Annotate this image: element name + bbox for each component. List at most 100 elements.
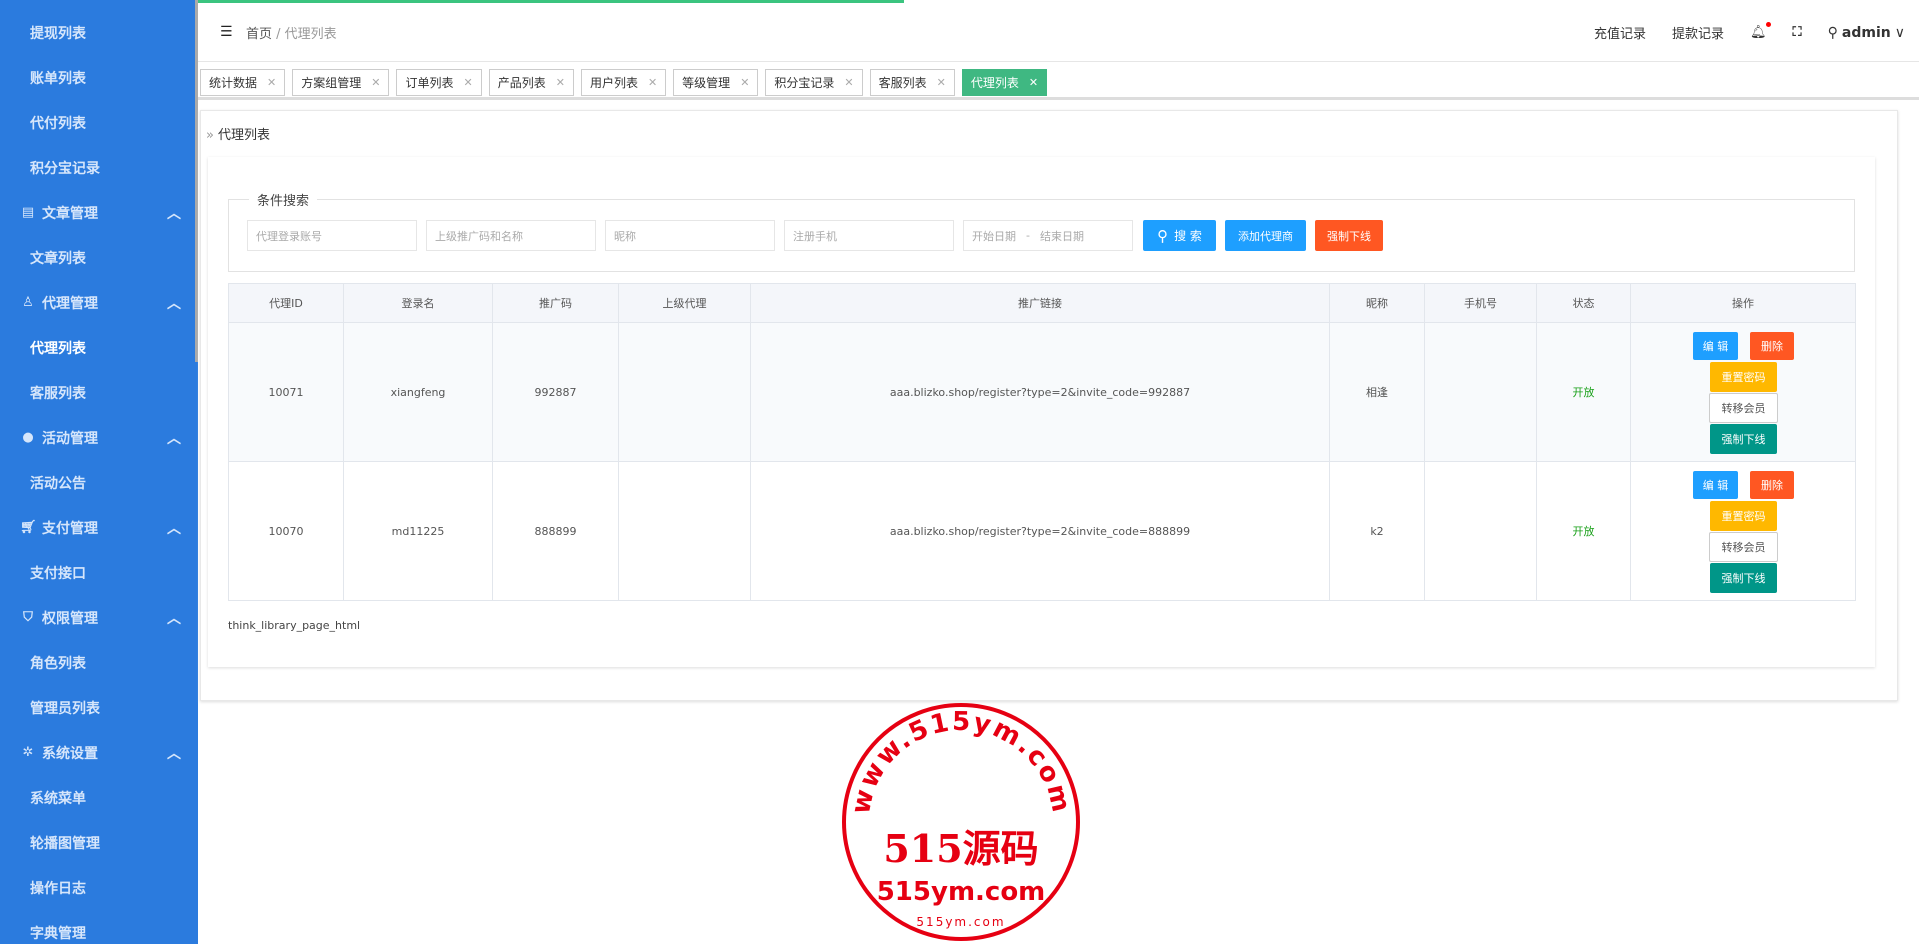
sidebar-item[interactable]: 🛒︎ 支付管理 ︿	[0, 505, 195, 550]
sidebar-item[interactable]: 客服列表	[0, 370, 195, 415]
sidebar-item[interactable]: 活动公告	[0, 460, 195, 505]
tab[interactable]: 产品列表 ✕	[488, 68, 574, 96]
sidebar-item[interactable]: ⛉ 权限管理 ︿	[0, 595, 195, 640]
close-icon[interactable]: ✕	[1028, 75, 1039, 89]
chevron-up-icon: ︿	[167, 205, 181, 222]
sidebar-item-label: 账单列表	[30, 70, 86, 87]
sidebar-item[interactable]: 提现列表	[0, 10, 195, 55]
close-icon[interactable]: ✕	[647, 75, 658, 89]
sidebar-item[interactable]: ♙ 代理管理 ︿	[0, 280, 195, 325]
gear-icon: ✲	[22, 745, 34, 760]
breadcrumb-home[interactable]: 首页	[246, 26, 273, 42]
sidebar-item[interactable]: 文章列表	[0, 235, 195, 280]
edit-button[interactable]: 编 辑	[1693, 470, 1738, 499]
cell-phone	[1424, 322, 1537, 462]
account-input[interactable]: 代理登录账号	[247, 220, 417, 251]
search-button-label: 搜 索	[1174, 229, 1202, 243]
cell-status: 开放	[1536, 461, 1631, 601]
close-icon[interactable]: ✕	[740, 75, 750, 89]
cell-link: aaa.blizko.shop/register?type=2&invite_c…	[750, 322, 1330, 462]
content-panel	[200, 110, 1898, 701]
user-icon: ⚲	[1827, 24, 1838, 41]
sidebar-item[interactable]: ✲ 系统设置 ︿	[0, 730, 195, 775]
edit-button[interactable]: 编 辑	[1693, 331, 1738, 360]
tab[interactable]: 积分宝记录 ✕	[765, 68, 863, 96]
delete-button[interactable]: 删除	[1750, 470, 1794, 499]
table-row: 10070 md11225 888899 aaa.blizko.shop/regist…	[228, 461, 1856, 601]
tab[interactable]: 等级管理 ✕	[673, 68, 759, 96]
close-icon[interactable]: ✕	[844, 75, 854, 89]
column-header: 推广码	[492, 283, 619, 323]
sidebar-item[interactable]: 积分宝记录	[0, 145, 195, 190]
sidebar-item[interactable]: 账单列表	[0, 55, 195, 100]
sidebar-item-label: 活动管理	[42, 430, 98, 447]
menu-toggle-icon[interactable]: ☰	[220, 24, 233, 40]
sidebar-item[interactable]: 代付列表	[0, 100, 195, 145]
sidebar-item[interactable]: 角色列表	[0, 640, 195, 685]
reset-password-button[interactable]: 重置密码	[1710, 500, 1777, 531]
sidebar-item-label: 字典管理	[30, 925, 86, 942]
user-icon: ♙	[22, 295, 34, 310]
transfer-members-button[interactable]: 转移会员	[1709, 531, 1778, 562]
close-icon[interactable]: ✕	[267, 75, 277, 89]
force-offline-row-button[interactable]: 强制下线	[1710, 562, 1777, 593]
force-offline-row-button[interactable]: 强制下线	[1710, 423, 1777, 454]
compass-icon: ●	[22, 430, 34, 445]
close-icon[interactable]: ✕	[555, 75, 565, 89]
row-actions: 编 辑 删除 重置密码 转移会员 强制下线	[1631, 463, 1855, 600]
sidebar-item[interactable]: 操作日志	[0, 865, 195, 910]
breadcrumb-sep: /	[272, 26, 285, 42]
close-icon[interactable]: ✕	[371, 75, 381, 89]
sidebar-item[interactable]: 字典管理	[0, 910, 195, 944]
column-header: 昵称	[1329, 283, 1425, 323]
tab[interactable]: 客服列表 ✕	[869, 68, 955, 96]
close-icon[interactable]: ✕	[463, 75, 473, 89]
sidebar-item[interactable]: 管理员列表	[0, 685, 195, 730]
sidebar-item[interactable]: 代理列表	[0, 325, 195, 370]
reset-password-button[interactable]: 重置密码	[1710, 361, 1777, 392]
column-header: 代理ID	[228, 283, 344, 323]
sidebar-item-label: 系统设置	[42, 745, 98, 762]
search-fieldset: 条件搜索	[228, 190, 1855, 272]
withdraw-records-link[interactable]: 提款记录	[1672, 27, 1725, 42]
sidebar-item[interactable]: 支付接口	[0, 550, 195, 595]
tab[interactable]: 用户列表 ✕	[580, 68, 667, 96]
sidebar-item-label: 文章列表	[30, 250, 86, 267]
date-range-input[interactable]: 开始日期 - 结束日期	[963, 220, 1133, 251]
cell-login: md11225	[343, 461, 493, 601]
user-menu[interactable]: ⚲ admin ∨	[1828, 25, 1905, 41]
tab[interactable]: 方案组管理 ✕	[292, 68, 390, 96]
tab[interactable]: 统计数据 ✕	[200, 68, 286, 96]
sidebar-item-label: 代付列表	[30, 115, 86, 132]
add-agent-button[interactable]: 添加代理商	[1225, 220, 1306, 251]
sidebar-item[interactable]: ▤ 文章管理 ︿	[0, 190, 195, 235]
delete-button[interactable]: 删除	[1750, 331, 1794, 360]
sidebar-item-label: 客服列表	[30, 385, 86, 402]
search-legend: 条件搜索	[257, 194, 310, 209]
watermark-bottom: 515ym.com	[916, 915, 1005, 929]
force-offline-button[interactable]: 强制下线	[1315, 220, 1383, 251]
breadcrumb-current: 代理列表	[284, 26, 337, 42]
sidebar-item[interactable]: 轮播图管理	[0, 820, 195, 865]
cell-link: aaa.blizko.shop/register?type=2&invite_c…	[750, 461, 1330, 601]
tab[interactable]: 代理列表 ✕	[961, 68, 1048, 96]
cell-login: xiangfeng	[343, 322, 493, 462]
nickname-input[interactable]: 昵称	[605, 220, 775, 251]
recharge-records-link[interactable]: 充值记录	[1594, 27, 1647, 42]
sidebar-item[interactable]: ● 活动管理 ︿	[0, 415, 195, 460]
phone-input[interactable]: 注册手机	[784, 220, 954, 251]
search-button[interactable]: ⚲ 搜 索	[1143, 220, 1216, 251]
sidebar-item[interactable]: 系统菜单	[0, 775, 195, 820]
column-header: 状态	[1536, 283, 1631, 323]
date-sep: -	[1026, 229, 1030, 242]
transfer-members-button[interactable]: 转移会员	[1709, 392, 1778, 423]
close-icon[interactable]: ✕	[936, 75, 946, 89]
shield-icon: ⛉	[23, 610, 33, 625]
parent-input[interactable]: 上级推广码和名称	[426, 220, 596, 251]
bell-icon[interactable]: 🔔︎	[1750, 22, 1771, 40]
tab[interactable]: 订单列表 ✕	[396, 68, 482, 96]
sidebar-scrollbar[interactable]	[195, 0, 198, 362]
sidebar-item-label: 支付管理	[42, 520, 98, 537]
fullscreen-icon[interactable]: ⛶	[1792, 25, 1802, 40]
search-icon: ⚲	[1157, 226, 1169, 245]
